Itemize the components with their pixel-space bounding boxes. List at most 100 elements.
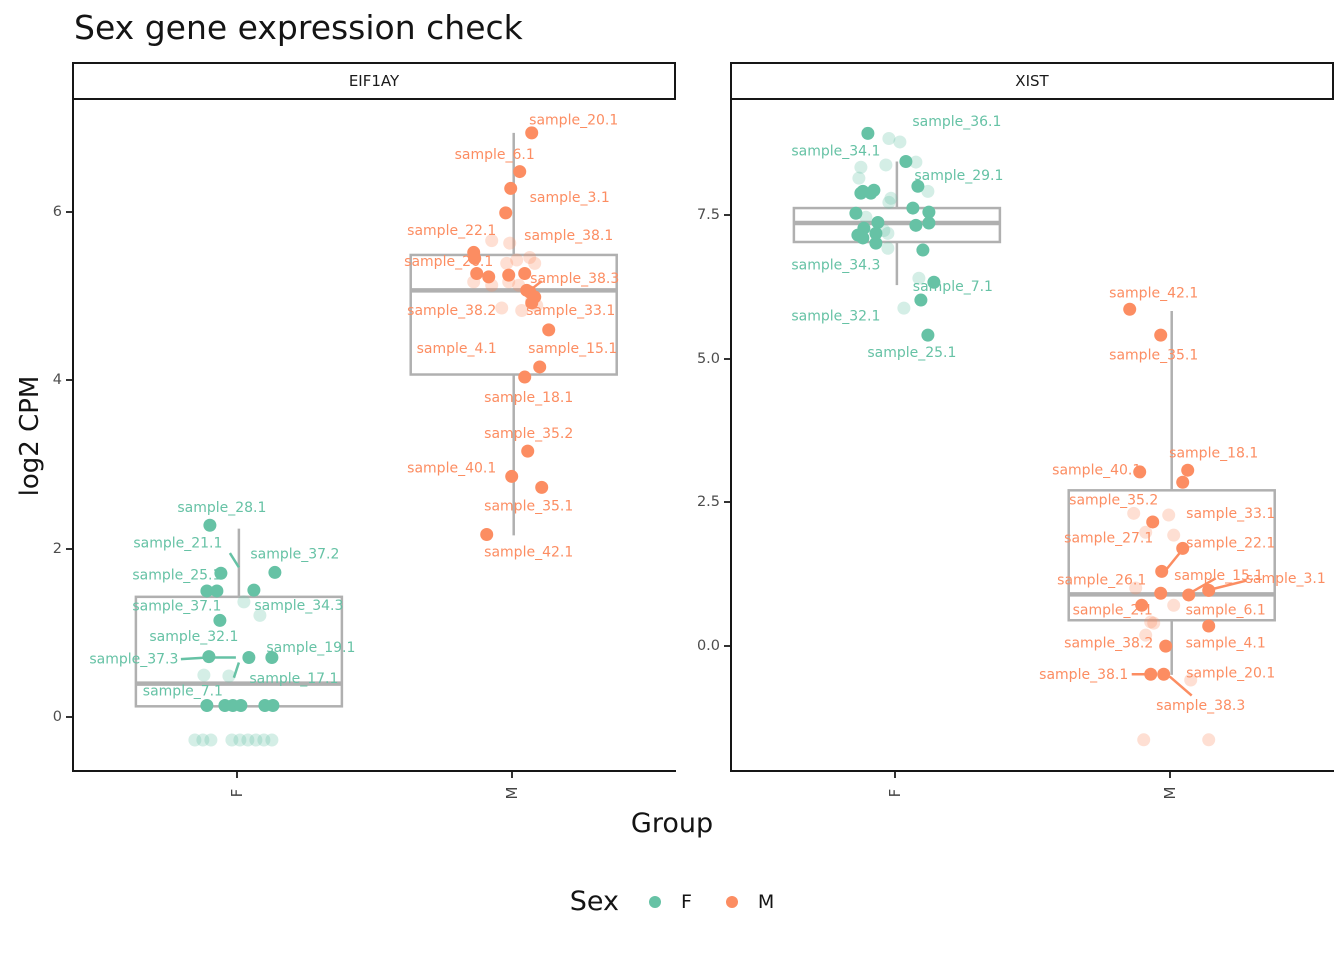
jitter-point-dim	[881, 226, 895, 240]
jitter-point	[499, 206, 513, 220]
jitter-point-dim	[257, 733, 271, 747]
y-tick-label: 2	[52, 540, 62, 557]
point-label: sample_38.1	[524, 228, 613, 244]
jitter-point	[1202, 619, 1216, 633]
jitter-point	[861, 126, 875, 140]
y-tick	[66, 547, 72, 550]
jitter-point-dim	[893, 135, 907, 149]
y-tick-label: 5.0	[696, 350, 720, 367]
jitter-point-dim	[249, 733, 263, 747]
jitter-point	[1123, 302, 1137, 316]
point-label: sample_34.1	[791, 144, 880, 160]
point-label: sample_3.1	[530, 190, 610, 206]
jitter-point	[265, 650, 279, 664]
point-label: sample_25.1	[132, 567, 221, 583]
jitter-point-dim	[265, 733, 279, 747]
jitter-point	[482, 270, 496, 284]
jitter-point-dim	[882, 132, 896, 146]
jitter-point-dim	[1162, 508, 1176, 522]
point-label: sample_38.3	[1156, 698, 1245, 714]
jitter-point	[521, 444, 535, 458]
jitter-point-dim	[225, 733, 239, 747]
jitter-point-dim	[196, 733, 210, 747]
jitter-point	[200, 698, 214, 712]
point-label: sample_35.2	[484, 426, 573, 442]
jitter-point	[869, 226, 883, 240]
jitter-point	[202, 650, 216, 664]
y-tick-label: 0.0	[696, 638, 720, 655]
legend-swatch-F-icon	[648, 895, 661, 908]
y-axis-title: log2 CPM	[15, 375, 45, 497]
chart-title: Sex gene expression check	[74, 8, 523, 47]
point-label: sample_38.2	[1064, 636, 1153, 652]
point-label: sample_21.1	[133, 535, 222, 551]
legend-entry-M: M	[725, 891, 774, 913]
point-label: sample_3.1	[1246, 571, 1326, 587]
jitter-point-dim	[1147, 616, 1161, 630]
jitter-point-dim	[197, 668, 211, 682]
y-tick	[724, 645, 730, 648]
jitter-point-dim	[1137, 733, 1151, 747]
jitter-point-dim	[495, 301, 509, 315]
jitter-point	[505, 469, 519, 483]
jitter-point	[864, 186, 878, 200]
y-tick-label: 4	[52, 372, 62, 389]
x-tick	[1168, 772, 1171, 778]
jitter-point-dim	[1139, 628, 1153, 642]
point-label: sample_28.1	[177, 500, 266, 516]
x-tick-label: M	[502, 786, 521, 800]
y-tick-label: 0	[52, 709, 62, 726]
jitter-point	[1135, 598, 1149, 612]
y-tick	[66, 379, 72, 382]
jitter-point-dim	[233, 733, 247, 747]
jitter-point	[1146, 515, 1160, 529]
point-label: sample_29.1	[914, 168, 1003, 184]
boxplot-box	[1067, 489, 1276, 622]
jitter-point	[518, 266, 532, 280]
point-label: sample_15.1	[528, 341, 617, 357]
point-label: sample_38.3	[530, 271, 619, 287]
point-label: sample_20.1	[529, 113, 618, 129]
jitter-point-dim	[912, 271, 926, 285]
x-tick	[510, 772, 513, 778]
jitter-point	[927, 275, 941, 289]
y-tick	[724, 357, 730, 360]
point-label: sample_37.2	[250, 546, 339, 562]
x-tick	[893, 772, 896, 778]
facet-panel-XIST: sample_36.1 sample_34.1 sample_29.1 sample_…	[730, 100, 1334, 772]
legend-entry-F: F	[648, 891, 692, 913]
jitter-point	[480, 528, 494, 542]
jitter-point-dim	[1139, 525, 1153, 539]
jitter-point	[525, 126, 539, 140]
label-leader-line	[1209, 579, 1248, 591]
jitter-point	[1154, 328, 1168, 342]
jitter-point	[856, 231, 870, 245]
point-label: sample_15.1	[1174, 568, 1263, 584]
jitter-point-dim	[204, 733, 218, 747]
jitter-point-dim	[1144, 615, 1158, 629]
jitter-point	[535, 480, 549, 494]
label-leader-line	[1189, 577, 1217, 595]
point-label: sample_17.1	[249, 671, 338, 687]
jitter-point	[468, 251, 482, 265]
jitter-point-dim	[909, 155, 923, 169]
point-label: sample_19.1	[266, 640, 355, 656]
jitter-point	[200, 584, 214, 598]
jitter-point-dim	[852, 171, 866, 185]
jitter-point-dim	[188, 733, 202, 747]
jitter-point	[518, 370, 532, 384]
jitter-point-dim	[1129, 581, 1143, 595]
point-label: sample_18.1	[484, 390, 573, 406]
jitter-point	[914, 293, 928, 307]
point-label: sample_42.1	[484, 545, 573, 561]
point-label: sample_32.1	[791, 309, 880, 325]
jitter-point	[849, 206, 863, 220]
jitter-point	[242, 650, 256, 664]
jitter-point-dim	[523, 250, 537, 264]
y-tick	[66, 716, 72, 719]
point-label: sample_35.2	[1069, 493, 1158, 509]
jitter-point	[1182, 588, 1196, 602]
facet-strip-EIF1AY: EIF1AY	[72, 62, 676, 100]
jitter-point-dim	[510, 253, 524, 267]
